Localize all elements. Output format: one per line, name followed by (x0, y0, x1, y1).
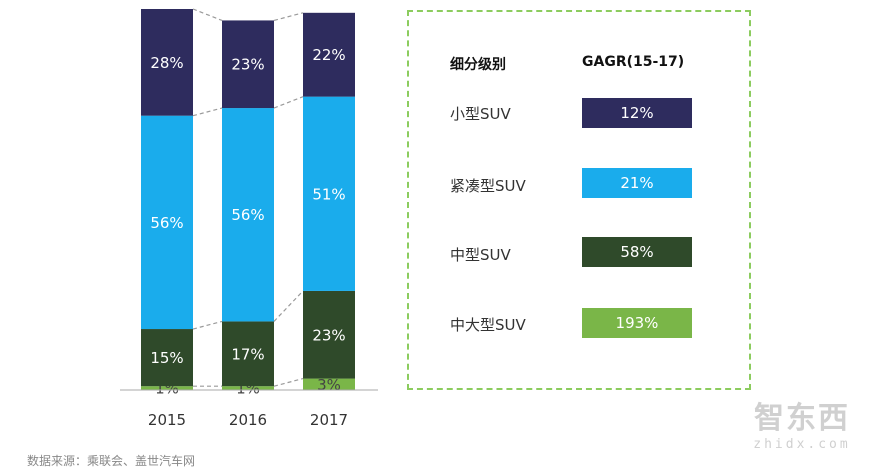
legend-label-large-suv: 中大型SUV (450, 316, 526, 334)
connector-line (273, 96, 304, 109)
watermark-logo: 智东西 zhidx.com (742, 401, 862, 452)
legend-label-compact-suv: 紧凑型SUV (450, 177, 526, 195)
bar-segment (141, 329, 193, 387)
connector-line (192, 320, 223, 330)
legend-swatch-compact-suv: 21% (582, 168, 692, 198)
connector-line (273, 290, 304, 322)
data-label: 56% (231, 206, 264, 224)
bars: 1%15%56%28%1%17%56%23%3%23%51%22% (141, 9, 355, 398)
data-label: 23% (312, 326, 345, 344)
data-source-note: 数据来源：乘联会、盖世汽车网 (27, 454, 196, 468)
legend-header-cagr: GAGR(15-17) (582, 54, 685, 70)
data-label: 28% (150, 54, 183, 72)
bar-segment (303, 290, 355, 379)
bar-segment (303, 378, 355, 390)
data-label: 17% (231, 345, 264, 363)
bar-segment (222, 108, 274, 322)
data-label: 23% (231, 56, 264, 74)
bar-segment (141, 386, 193, 390)
watermark-cn: 智东西 (754, 401, 850, 436)
bar-segment (141, 115, 193, 330)
connector-line (273, 377, 304, 387)
connector-line (192, 107, 223, 117)
bar-segment (303, 12, 355, 97)
x-tick-label: 2015 (148, 411, 186, 429)
watermark-en: zhidx.com (753, 437, 851, 452)
bar-segment (141, 9, 193, 116)
legend-swatch-large-suv: 193% (582, 308, 692, 338)
legend-swatch-small-suv: 12% (582, 98, 692, 128)
bar-segment (222, 20, 274, 109)
legend-swatch-midsize-suv: 58% (582, 237, 692, 267)
x-tick-label: 2017 (310, 411, 348, 429)
data-label: 56% (150, 214, 183, 232)
bar-segment (303, 96, 355, 291)
bar-segment (222, 386, 274, 390)
x-tick-labels: 2015 2016 2017 (148, 411, 348, 429)
data-label: 3% (317, 376, 341, 394)
connector-line (192, 8, 223, 21)
x-tick-label: 2016 (229, 411, 267, 429)
data-label: 51% (312, 185, 345, 203)
data-label: 22% (312, 46, 345, 64)
connector-lines (192, 8, 304, 387)
data-label: 15% (150, 349, 183, 367)
connector-line (273, 12, 304, 22)
bar-segment (222, 321, 274, 387)
legend-header-segment: 细分级别 (450, 57, 506, 73)
legend-label-small-suv: 小型SUV (450, 105, 511, 123)
legend-label-midsize-suv: 中型SUV (450, 246, 511, 264)
cagr-legend-box (407, 10, 751, 390)
